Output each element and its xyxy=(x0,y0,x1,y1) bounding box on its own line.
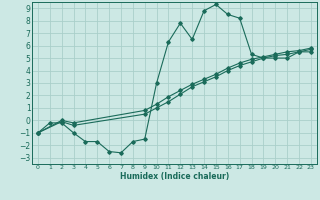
X-axis label: Humidex (Indice chaleur): Humidex (Indice chaleur) xyxy=(120,172,229,181)
